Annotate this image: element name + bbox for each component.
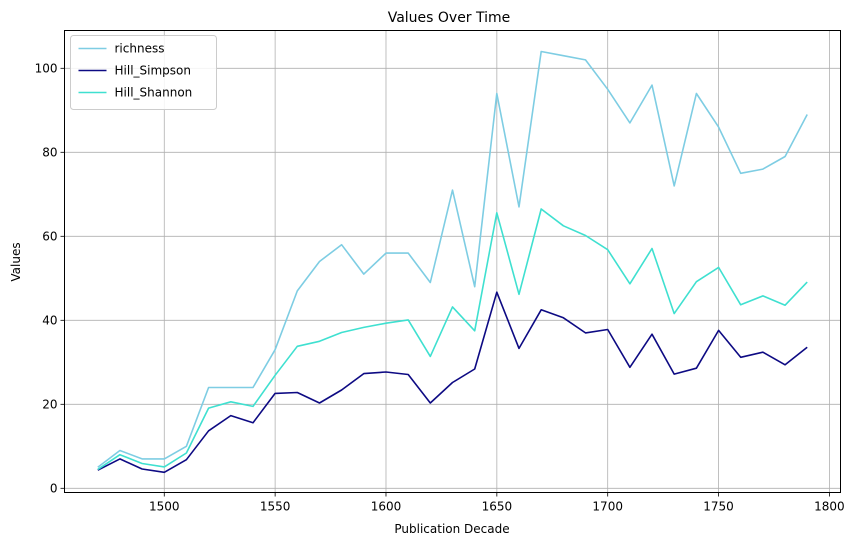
legend-label: richness bbox=[115, 42, 165, 56]
axis-ticks: 1500 1550 1600 1650 1700 1750 1800 0 20 40 60 80 100 bbox=[35, 61, 845, 513]
chart-title: Values Over Time bbox=[388, 10, 511, 26]
x-tick-label: 1750 bbox=[703, 500, 734, 514]
x-tick-label: 1800 bbox=[814, 500, 845, 514]
x-tick-label: 1500 bbox=[149, 500, 180, 514]
y-tick-label: 60 bbox=[42, 229, 57, 243]
series-line-hill-simpson bbox=[97, 291, 808, 474]
y-tick-label: 80 bbox=[42, 145, 57, 159]
x-axis-label: Publication Decade bbox=[394, 522, 509, 536]
y-tick-label: 100 bbox=[35, 61, 58, 75]
grid-lines bbox=[64, 30, 841, 493]
legend: richness Hill_Simpson Hill_Shannon bbox=[70, 35, 217, 110]
x-tick-label: 1700 bbox=[592, 500, 623, 514]
y-tick-label: 0 bbox=[50, 481, 58, 495]
series-line-richness bbox=[97, 50, 808, 468]
legend-box bbox=[70, 35, 217, 110]
y-axis-label: Values bbox=[9, 242, 23, 281]
plot-frame bbox=[64, 30, 841, 493]
y-tick-label: 20 bbox=[42, 397, 57, 411]
x-tick-label: 1550 bbox=[260, 500, 291, 514]
x-tick-label: 1650 bbox=[482, 500, 513, 514]
legend-label: Hill_Simpson bbox=[115, 64, 191, 78]
series-line-hill-shannon bbox=[97, 208, 808, 471]
x-tick-label: 1600 bbox=[371, 500, 402, 514]
series-lines bbox=[97, 50, 808, 474]
legend-label: Hill_Shannon bbox=[115, 86, 193, 100]
y-tick-label: 40 bbox=[42, 313, 57, 327]
